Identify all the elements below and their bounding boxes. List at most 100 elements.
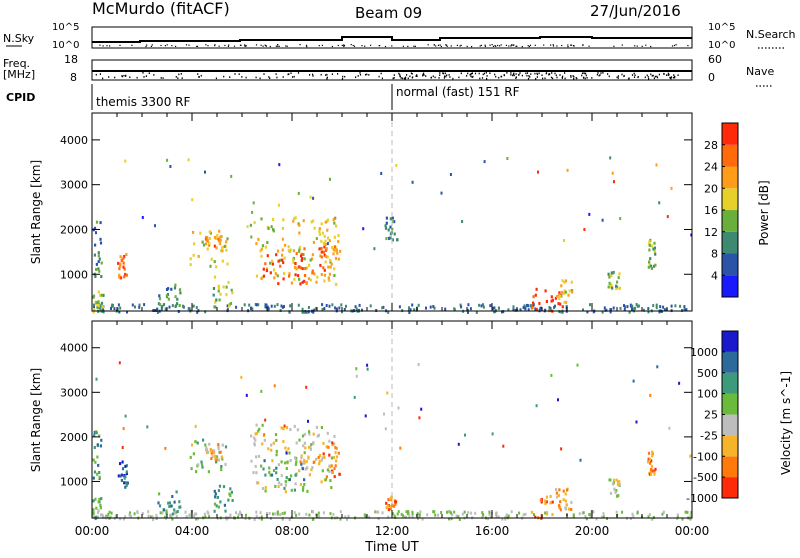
vel-cell — [261, 442, 264, 446]
nsearch-point — [102, 45, 104, 47]
vel-cell — [668, 426, 671, 430]
power-cell — [271, 262, 274, 266]
power-cell — [389, 217, 392, 221]
velocity-x-ticks — [91, 321, 693, 518]
power-cell — [389, 236, 392, 240]
nave-point — [95, 73, 97, 76]
vel-cell — [100, 438, 103, 442]
vel-cell — [495, 511, 498, 515]
power-cell — [202, 243, 206, 247]
vel-cell — [298, 469, 301, 473]
vel-cell — [274, 512, 277, 516]
vel-cell — [123, 481, 126, 485]
nsearch-point — [285, 45, 287, 47]
vel-cell — [217, 445, 220, 448]
power-cell — [292, 249, 295, 253]
nave-point — [460, 72, 462, 75]
power-cell — [343, 308, 346, 311]
vel-cell — [280, 426, 283, 430]
power-cell — [97, 254, 100, 258]
power-cell — [324, 260, 327, 264]
power-cell — [197, 254, 200, 258]
power-cell — [281, 237, 284, 241]
nave-point — [180, 73, 182, 75]
vel-colorbar-tick-label: 25 — [704, 409, 718, 422]
power-cell — [118, 267, 121, 271]
vel-cell — [328, 453, 331, 457]
vel-cell — [397, 510, 400, 514]
nsearch-point — [508, 45, 510, 47]
vel-cell — [217, 505, 220, 509]
vel-cell — [214, 457, 217, 461]
power-cell — [307, 310, 310, 314]
nsearch-point — [343, 44, 345, 46]
vel-cell — [129, 511, 131, 515]
nsearch-point — [343, 44, 346, 47]
vel-colorbar-swatch — [722, 393, 738, 415]
vel-cell — [170, 504, 173, 508]
vel-cell — [489, 515, 492, 519]
power-cell — [165, 294, 169, 298]
vel-cell — [100, 513, 102, 517]
vel-cell — [196, 441, 199, 445]
nsearch-point — [275, 45, 277, 47]
vel-cell — [124, 485, 127, 489]
nave-point — [500, 75, 502, 78]
vel-cell — [269, 473, 272, 477]
x-tick-label: 16:00 — [475, 524, 510, 538]
power-cell — [654, 252, 657, 256]
power-cell — [292, 219, 295, 223]
power-cell — [159, 303, 162, 307]
power-cell — [303, 257, 306, 261]
power-cell — [204, 170, 206, 174]
power-cell — [288, 272, 291, 276]
nave-point — [583, 72, 585, 74]
vel-cell — [255, 423, 258, 427]
nsearch-point — [572, 45, 574, 47]
power-colorbar-swatch — [722, 210, 738, 232]
nave-point — [245, 76, 247, 79]
vel-cell — [355, 374, 358, 378]
nave-point — [399, 75, 401, 78]
power-cell — [284, 243, 287, 247]
power-colorbar-tick-label: 8 — [711, 248, 718, 261]
nave-point — [444, 75, 446, 77]
nave-point — [489, 72, 491, 74]
power-cell — [303, 279, 306, 283]
vel-cell — [318, 514, 321, 518]
vel-cell — [252, 471, 255, 475]
vel-cell — [353, 395, 356, 399]
nsearch-point — [636, 45, 638, 47]
power-cell — [522, 306, 525, 310]
power-cell — [170, 287, 173, 291]
power-cell — [158, 297, 162, 301]
nave-point — [656, 76, 659, 79]
nave-point — [515, 77, 517, 79]
nave-point — [359, 73, 362, 76]
nave-point — [405, 76, 407, 79]
nave-point — [269, 77, 271, 79]
vel-cell — [92, 508, 95, 512]
vel-cell — [651, 454, 654, 458]
vel-cell — [300, 462, 303, 466]
nsearch-point — [278, 45, 280, 47]
x-tick-label: 08:00 — [275, 524, 310, 538]
vel-cell — [303, 483, 306, 486]
vel-colorbar-tick-label: 500 — [697, 367, 718, 380]
power-cell — [262, 274, 266, 278]
power-cell — [307, 277, 310, 281]
power-cell — [610, 271, 613, 275]
power-cell — [357, 308, 360, 312]
vel-cell — [171, 495, 174, 498]
vel-cell — [120, 473, 123, 477]
power-cell — [125, 253, 128, 256]
power-cell — [302, 219, 305, 223]
power-cell — [492, 306, 494, 310]
vel-cell — [407, 511, 410, 515]
nsearch-point — [489, 44, 491, 46]
power-colorbar-swatch — [722, 275, 738, 298]
nsearch-point — [621, 44, 623, 46]
power-cell — [299, 254, 303, 258]
power-cell — [560, 290, 564, 294]
